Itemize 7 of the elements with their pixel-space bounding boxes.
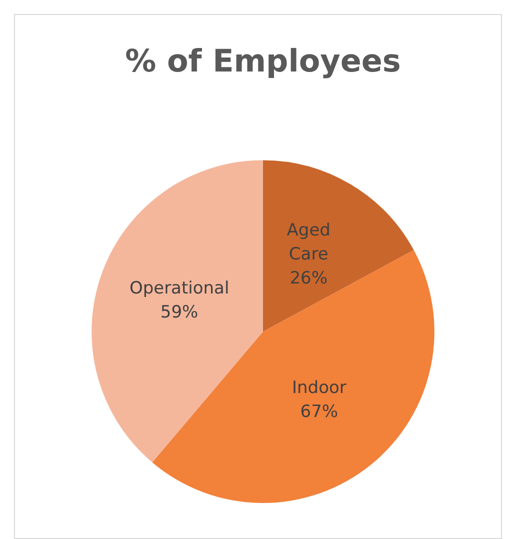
data-label: 67% [300,402,338,422]
slice-label: Operational [129,278,230,298]
slice-label: Indoor [292,378,346,398]
chart-title: % of Employees [125,44,401,80]
data-label: 26% [290,268,328,288]
data-label: 59% [160,302,198,322]
slice-label: Aged Care [286,220,330,264]
